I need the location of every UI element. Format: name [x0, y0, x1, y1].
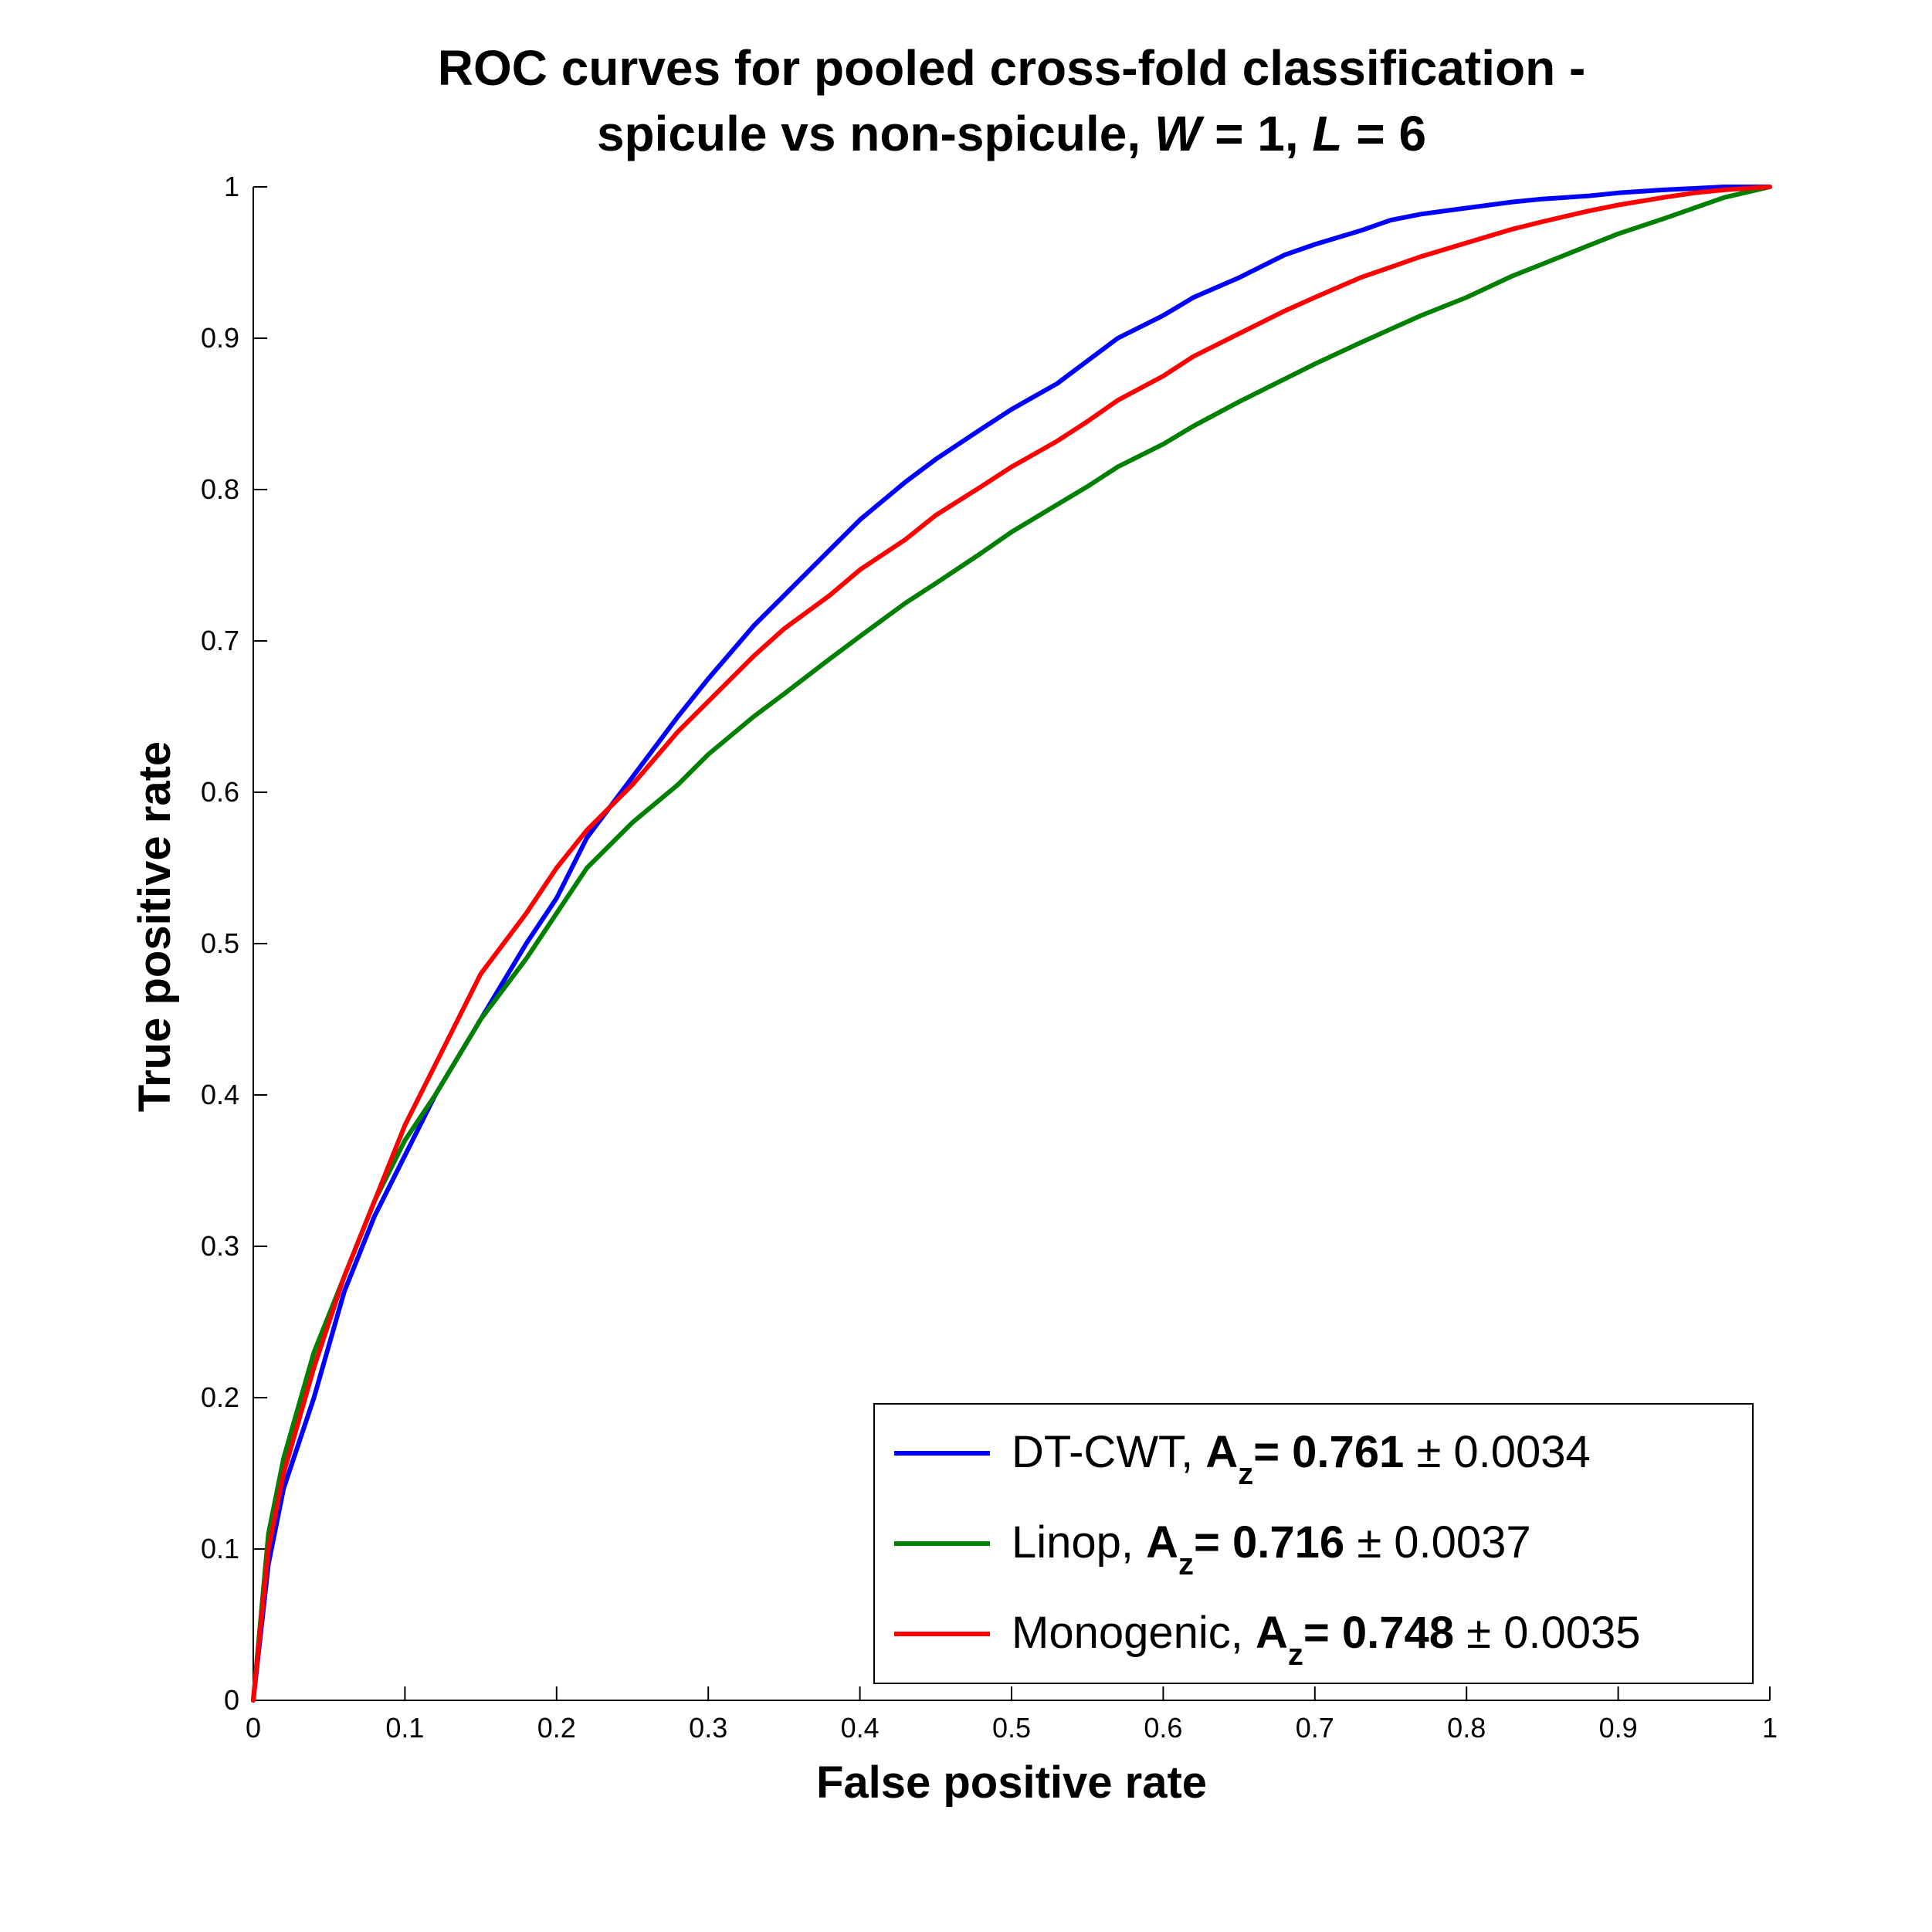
series-line-monogenic: [251, 185, 1772, 1703]
x-tick-label: 0.8: [1447, 1712, 1486, 1744]
legend-az-symbol-monogenic: A: [1256, 1608, 1288, 1658]
series-layer: [251, 185, 1772, 1703]
y-tick-label: 0.8: [201, 473, 239, 505]
legend-az-sub-linop: z: [1178, 1547, 1194, 1581]
x-tick-label: 1: [1762, 1712, 1778, 1744]
legend-az-value-linop: = 0.716: [1194, 1517, 1344, 1568]
x-tick-label: 0: [246, 1712, 261, 1744]
x-tick-label: 0.4: [841, 1712, 880, 1744]
legend-entry-linop: Linop, Az= 0.716 ± 0.0037: [1012, 1517, 1531, 1581]
y-tick-label: 0.4: [201, 1079, 239, 1110]
x-tick-label: 0.2: [537, 1712, 576, 1744]
legend-name-dt-cwt: DT-CWT: [1012, 1427, 1185, 1477]
legend-az-symbol-dt-cwt: A: [1205, 1427, 1238, 1477]
tick-layer: 0 0.1 0.2 0.3 0.4 0.5 0.6 0.7 0.8 0.9 1 0 0.1 0.2 0.3 0…: [201, 171, 1778, 1744]
y-tick-label: 0.7: [201, 625, 239, 656]
legend-entry-monogenic: Monogenic, Az= 0.748 ± 0.0035: [1012, 1608, 1641, 1672]
legend-az-symbol-linop: A: [1146, 1517, 1178, 1568]
x-tick-label: 0.3: [689, 1712, 727, 1744]
legend-name-linop: Linop: [1012, 1517, 1121, 1568]
legend: DT-CWT, Az= 0.761 ± 0.0034 Linop, Az= 0.…: [873, 1403, 1754, 1684]
chart-title-l-value: = 6: [1343, 106, 1427, 161]
y-tick-label: 0.2: [201, 1381, 239, 1413]
x-tick-label: 0.1: [385, 1712, 424, 1744]
y-tick-label: 0.6: [201, 776, 239, 808]
y-tick-label: 0.5: [201, 927, 239, 959]
legend-az-error-dt-cwt: ± 0.0034: [1416, 1427, 1590, 1477]
legend-az-error-monogenic: ± 0.0035: [1466, 1608, 1640, 1658]
legend-az-value-monogenic: = 0.748: [1303, 1608, 1454, 1658]
chart-title-line-2: spicule vs non-spicule, W = 1, L = 6: [597, 106, 1426, 161]
x-tick-label: 0.6: [1144, 1712, 1182, 1744]
chart-title-w-symbol: W: [1154, 106, 1205, 161]
legend-name-monogenic: Monogenic: [1012, 1608, 1231, 1658]
y-tick-label: 0.3: [201, 1230, 239, 1262]
chart-title-l-symbol: L: [1312, 106, 1342, 161]
chart-title-w-value: = 1,: [1201, 106, 1312, 161]
x-tick-label: 0.7: [1296, 1712, 1334, 1744]
legend-az-sub-dt-cwt: z: [1238, 1457, 1253, 1491]
x-tick-label: 0.5: [992, 1712, 1031, 1744]
x-axis-label: False positive rate: [816, 1757, 1207, 1808]
legend-box: [873, 1403, 1754, 1684]
legend-az-value-dt-cwt: = 0.761: [1253, 1427, 1404, 1477]
chart-title-prefix: spicule vs non-spicule,: [597, 106, 1154, 161]
y-axis-label: True positive rate: [130, 741, 180, 1112]
chart-title-line-1: ROC curves for pooled cross-fold classif…: [438, 40, 1586, 96]
y-tick-label: 0.9: [201, 322, 239, 354]
y-tick-label: 0.1: [201, 1533, 239, 1564]
legend-entry-dt-cwt: DT-CWT, Az= 0.761 ± 0.0034: [1012, 1427, 1591, 1491]
x-tick-label: 0.9: [1599, 1712, 1638, 1744]
y-tick-label: 0: [224, 1684, 239, 1716]
series-line-linop: [251, 185, 1772, 1703]
legend-az-sub-monogenic: z: [1288, 1638, 1303, 1672]
legend-az-error-linop: ± 0.0037: [1357, 1517, 1530, 1568]
y-tick-label: 1: [224, 171, 239, 202]
